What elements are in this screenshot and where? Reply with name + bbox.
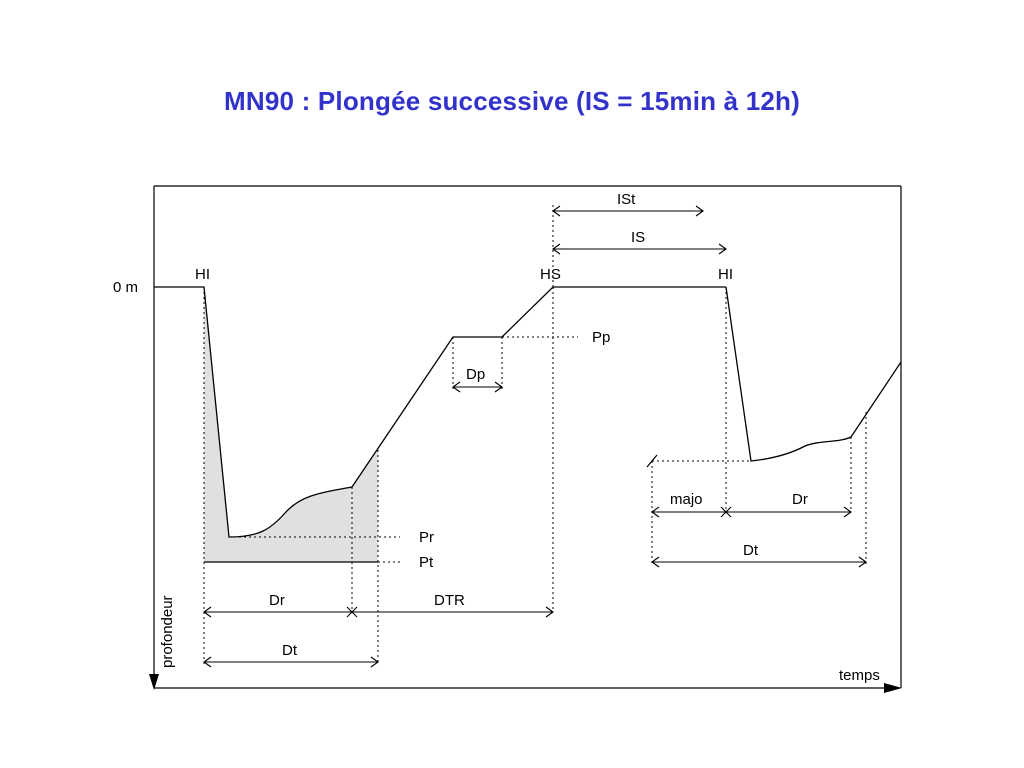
surface-label: 0 m xyxy=(113,279,138,296)
y-axis-arrowhead xyxy=(149,674,159,690)
second-dive-profile xyxy=(725,286,902,462)
x-axis-label: temps xyxy=(839,667,880,684)
slide-title: MN90 : Plongée successive (IS = 15min à … xyxy=(224,86,800,116)
hs-label: HS xyxy=(540,266,561,283)
pp-label: Pp xyxy=(592,329,610,346)
dimension-arrows xyxy=(203,205,867,668)
dtr-label: DTR xyxy=(434,592,465,609)
majo-start-tick xyxy=(646,454,658,468)
dr-second-label: Dr xyxy=(792,491,808,508)
dt-first-label: Dt xyxy=(282,642,298,659)
y-axis-label: profondeur xyxy=(159,595,176,668)
ist-label: ISt xyxy=(617,191,636,208)
dotted-guides xyxy=(203,205,867,665)
dt-second-label: Dt xyxy=(743,542,759,559)
hi-first-label: HI xyxy=(195,266,210,283)
majo-label: majo xyxy=(670,491,703,508)
dr-first-label: Dr xyxy=(269,592,285,609)
first-dive-profile xyxy=(154,286,726,538)
is-label: IS xyxy=(631,229,645,246)
axes-frame xyxy=(153,185,902,689)
x-axis-arrowhead xyxy=(884,683,902,693)
pt-label: Pt xyxy=(419,554,434,571)
first-dive-shaded-area xyxy=(204,287,378,562)
dp-label: Dp xyxy=(466,366,485,383)
hi-second-label: HI xyxy=(718,266,733,283)
pr-label: Pr xyxy=(419,529,434,546)
